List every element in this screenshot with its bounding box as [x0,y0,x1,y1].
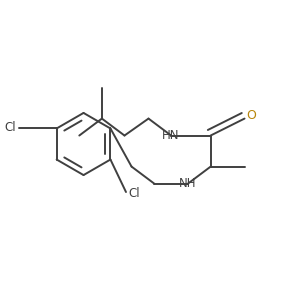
Text: Cl: Cl [128,187,140,200]
Text: NH: NH [179,177,197,190]
Text: Cl: Cl [5,121,16,134]
Text: O: O [247,109,257,122]
Text: HN: HN [162,129,180,142]
